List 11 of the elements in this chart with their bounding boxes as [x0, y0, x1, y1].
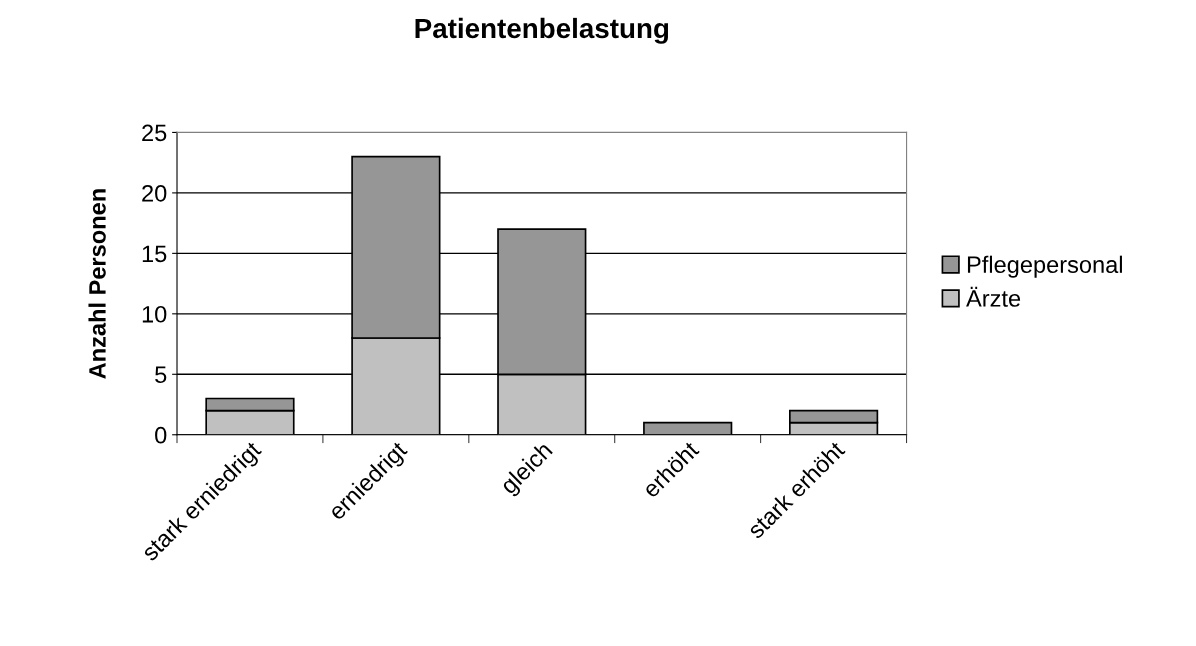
y-tick-label: 20 [142, 184, 167, 202]
y-axis-title: Anzahl Personen [88, 189, 106, 379]
y-tick-label: 25 [142, 124, 167, 142]
chart-title: Patientenbelastung [415, 17, 669, 44]
y-tick-label: 10 [142, 305, 167, 323]
legend-label: Ärzte [966, 286, 1021, 307]
y-tick-label: 15 [142, 245, 167, 263]
y-tick-label: 5 [155, 366, 167, 384]
legend-label: Pflegepersonal [967, 255, 1122, 278]
y-tick-label: 0 [155, 426, 167, 444]
bar [643, 421, 733, 435]
